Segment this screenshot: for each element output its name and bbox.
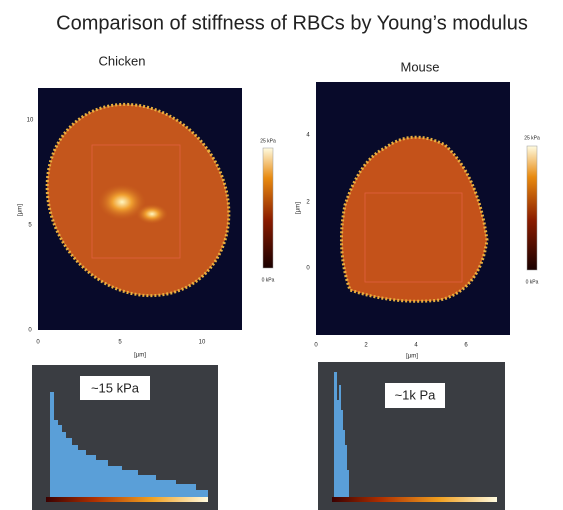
histogram-colorbar — [332, 497, 497, 502]
x-tick-label: 2 — [364, 343, 368, 349]
x-tick-label: 0 — [314, 343, 318, 349]
x-tick-label: 0 — [36, 340, 40, 346]
colorbar-max: 25 kPa — [260, 138, 276, 144]
colorbar — [262, 147, 274, 269]
annotation: ~15 kPa — [91, 380, 140, 395]
annotation: ~1k Pa — [395, 387, 437, 402]
annotation-box — [80, 376, 150, 400]
colorbar-min: 0 kPa — [526, 279, 539, 285]
x-tick-label: 10 — [199, 340, 206, 346]
y-tick-label: 2 — [306, 200, 310, 206]
cell — [339, 135, 489, 303]
colorbar — [526, 145, 538, 271]
y-axis-label: [µm] — [18, 204, 24, 216]
roi-box — [364, 192, 463, 283]
x-tick-label: 6 — [464, 343, 468, 349]
annotation-box — [385, 383, 445, 408]
histogram-bars — [334, 372, 349, 500]
y-axis-label: [µm] — [296, 202, 302, 214]
histogram-bars — [50, 392, 208, 500]
x-tick-label: 5 — [118, 340, 122, 346]
y-tick-label: 5 — [28, 223, 32, 229]
y-tick-label: 0 — [306, 266, 310, 272]
stiff-region — [136, 204, 168, 224]
panel-label: Chicken — [99, 53, 146, 68]
colorbar-max: 25 kPa — [524, 135, 540, 141]
stiff-region — [98, 184, 146, 220]
histogram-colorbar — [46, 497, 208, 502]
x-axis-label: [µm] — [406, 354, 418, 360]
panel-label: Mouse — [400, 59, 439, 74]
y-tick-label: 4 — [306, 133, 310, 139]
x-tick-label: 4 — [414, 343, 418, 349]
y-tick-label: 10 — [27, 118, 34, 124]
roi-box — [91, 144, 181, 259]
x-axis-label: [µm] — [134, 353, 146, 359]
y-tick-label: 0 — [28, 328, 32, 334]
slide-title: Comparison of stiffness of RBCs by Young… — [56, 12, 528, 34]
colorbar-min: 0 kPa — [262, 277, 275, 283]
